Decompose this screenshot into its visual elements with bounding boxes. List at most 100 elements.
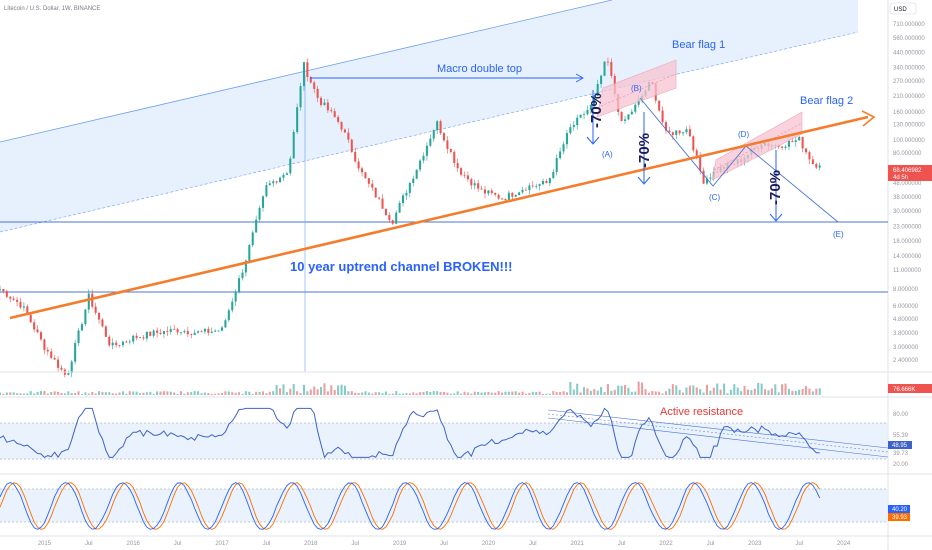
volume-bar [279, 388, 282, 395]
volume-bar [391, 393, 394, 395]
volume-bar [480, 392, 483, 395]
volume-bar [805, 386, 808, 395]
volume-bar [559, 392, 562, 395]
candle-body [678, 130, 681, 134]
price-axis-label: 11.000000 [893, 268, 922, 274]
candle-body [623, 119, 627, 121]
wave-a-label: (A) [602, 150, 613, 159]
candle-body [111, 342, 114, 346]
volume-bar [511, 391, 514, 395]
volume-bar [207, 392, 210, 395]
candle-body [22, 306, 25, 308]
candle-body [179, 332, 183, 334]
volume-bar [80, 393, 83, 395]
price-axis-label: 100.000000 [893, 138, 925, 144]
volume-bar [634, 391, 637, 395]
price-axis-label: 210.000000 [893, 94, 925, 100]
candle-body [811, 159, 814, 165]
volume-bar [398, 393, 401, 395]
volume-bar [815, 388, 818, 395]
drop-label-2: -70% [636, 133, 653, 168]
volume-bar [132, 391, 135, 395]
bear-flag-2-mid [713, 122, 803, 171]
candle-body [815, 164, 818, 168]
volume-bar [757, 382, 760, 395]
volume-bar [412, 392, 415, 395]
volume-bar [436, 391, 439, 395]
candle-body [207, 328, 210, 333]
volume-bar [367, 392, 370, 395]
volume-bar [330, 385, 333, 395]
volume-bar [702, 392, 705, 395]
candle-body [70, 361, 73, 374]
candle-body [453, 151, 456, 164]
candle-body [135, 335, 138, 339]
candle-body [576, 117, 579, 125]
volume-bar [801, 388, 804, 395]
volume-bar [255, 391, 258, 395]
candle-body [695, 150, 698, 156]
candle-body [449, 148, 452, 152]
volume-bar [753, 388, 756, 395]
volume-bar [309, 389, 312, 395]
volume-bar [695, 387, 698, 395]
volume-bar [449, 393, 452, 395]
time-axis-label: Jul [174, 541, 182, 547]
rsi-band [0, 423, 888, 459]
volume-bar [70, 392, 73, 395]
volume-bar [746, 389, 749, 395]
candle-body [217, 330, 220, 332]
candle-body [473, 183, 476, 186]
volume-bar [798, 389, 801, 395]
volume-bar [787, 388, 790, 395]
candle-body [333, 111, 336, 118]
candle-body [340, 121, 343, 130]
price-axis-label: 2.400000 [893, 358, 919, 364]
candle-body [60, 367, 63, 370]
candle-body [412, 178, 415, 183]
candle-body [354, 151, 357, 162]
volume-bar [477, 392, 480, 395]
volume-bar [39, 391, 43, 395]
candle-body [279, 177, 282, 183]
volume-bar [282, 384, 285, 395]
candle-body [490, 190, 493, 194]
volume-bar [244, 391, 247, 395]
volume-bar [299, 393, 302, 395]
candle-body [67, 373, 70, 375]
volume-bar [374, 392, 377, 395]
candle-body [374, 187, 377, 198]
down-arrow-1 [586, 90, 600, 145]
volume-bar [67, 391, 70, 395]
candle-body [688, 129, 691, 137]
volume-bar [166, 391, 169, 395]
price-tag [888, 165, 932, 181]
volume-bar [268, 391, 271, 395]
volume-bar [326, 391, 329, 395]
price-tag-countdown: 4d 5h [893, 175, 908, 181]
stoch-k-tag [888, 505, 910, 513]
candle-body [630, 111, 633, 115]
candle-body [398, 203, 401, 213]
volume-bar [538, 391, 541, 395]
volume-bar [760, 383, 763, 395]
candle-body [538, 184, 541, 186]
candle-body [152, 330, 155, 336]
volume-bar [716, 383, 719, 395]
volume-bar [179, 391, 183, 395]
uptrend-broken-label: 10 year uptrend channel BROKEN!!! [290, 259, 513, 274]
candle-body [162, 330, 165, 335]
volume-bar [583, 387, 586, 395]
candle-body [316, 88, 319, 98]
candle-body [292, 131, 295, 159]
bear-flag-1-mid [600, 73, 677, 107]
volume-bar [654, 391, 657, 395]
candle-body [596, 83, 599, 96]
candle-body [627, 114, 630, 120]
volume-bar [186, 392, 189, 395]
currency-box[interactable] [889, 2, 917, 15]
candle-body [238, 278, 241, 292]
volume-bar [98, 391, 101, 395]
volume-bar [494, 392, 497, 395]
